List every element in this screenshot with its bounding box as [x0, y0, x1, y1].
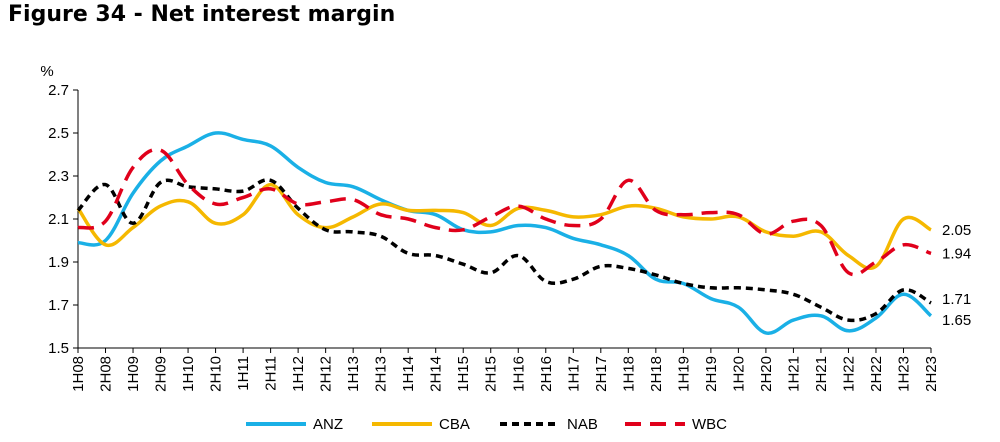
x-tick-label: 2H08 [98, 356, 115, 392]
end-label-cba: 2.05 [942, 222, 971, 239]
legend: ANZ CBA NAB WBC [246, 416, 727, 433]
x-tick-label: 1H16 [510, 356, 527, 392]
x-tick-label: 2H09 [153, 356, 170, 392]
y-tick-label: 1.5 [48, 340, 69, 357]
end-labels: 2.05 1.94 1.71 1.65 [942, 222, 971, 329]
x-tick-label: 2H10 [208, 356, 225, 392]
y-tick-label: 2.7 [48, 82, 69, 99]
x-tick-label: 2H11 [263, 356, 280, 391]
y-tick-label: 1.7 [48, 297, 69, 314]
x-tick-label: 1H10 [180, 356, 197, 392]
axes: % 1.5 1.7 1.9 2.1 2.3 2.5 2.7 1H08 2H08 1H09 2H09 1H… [40, 63, 940, 392]
x-tick-label: 2H21 [813, 356, 830, 392]
series-cba [76, 182, 932, 271]
series-layer [76, 131, 933, 335]
legend-item-nab: NAB [500, 416, 598, 433]
x-tick-label: 1H08 [70, 356, 87, 392]
x-tick-label: 1H21 [785, 356, 802, 392]
x-tick-label: 2H18 [648, 356, 665, 392]
legend-label-nab: NAB [567, 416, 598, 433]
series-wbc [77, 147, 932, 277]
legend-item-cba: CBA [372, 416, 470, 433]
x-tick-label: 1H19 [675, 356, 692, 392]
series-line-cba [76, 182, 932, 271]
x-tick-label: 2H15 [483, 356, 500, 392]
x-tick-label: 2H14 [428, 356, 445, 392]
y-tick-label: 2.5 [48, 125, 69, 142]
x-tick-label: 1H20 [730, 356, 747, 392]
x-tick-label: 1H09 [125, 356, 142, 392]
y-tick-label: 1.9 [48, 254, 69, 271]
x-tick-label: 1H23 [895, 356, 912, 392]
series-line-wbc [77, 147, 932, 277]
legend-item-wbc: WBC [625, 416, 727, 433]
x-tick-label: 2H12 [318, 356, 335, 392]
x-tick-label: 1H12 [290, 356, 307, 392]
x-tick-label: 1H13 [345, 356, 362, 392]
x-tick-label: 1H22 [840, 356, 857, 392]
x-tick-label: 2H23 [923, 356, 940, 392]
end-label-nab: 1.71 [942, 291, 971, 308]
series-line-nab [76, 178, 932, 323]
y-tick-label: 2.1 [48, 211, 69, 228]
x-tick-label: 2H13 [373, 356, 390, 392]
end-label-anz: 1.65 [942, 312, 971, 329]
series-nab [76, 178, 932, 323]
legend-label-cba: CBA [439, 416, 470, 433]
series-line-anz [77, 131, 933, 335]
x-tick-label: 1H18 [620, 356, 637, 392]
end-label-wbc: 1.94 [942, 245, 971, 262]
x-tick-label: 1H11 [235, 356, 252, 391]
legend-label-wbc: WBC [692, 416, 727, 433]
series-anz [77, 131, 933, 335]
x-tick-label: 1H17 [565, 356, 582, 392]
legend-item-anz: ANZ [246, 416, 343, 433]
y-tick-label: 2.3 [48, 168, 69, 185]
chart-title: Figure 34 - Net interest margin [8, 2, 396, 27]
x-tick-label: 2H17 [593, 356, 610, 392]
x-tick-label: 2H19 [703, 356, 720, 392]
y-axis-label: % [40, 63, 53, 80]
x-tick-label: 1H15 [455, 356, 472, 392]
x-tick-label: 2H22 [868, 356, 885, 392]
x-tick-label: 2H16 [538, 356, 555, 392]
legend-label-anz: ANZ [313, 416, 343, 433]
x-tick-label: 2H20 [758, 356, 775, 392]
x-tick-label: 1H14 [400, 356, 417, 392]
